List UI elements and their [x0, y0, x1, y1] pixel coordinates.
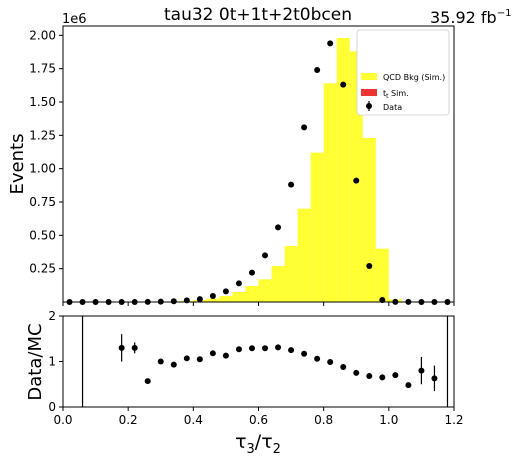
ratio-panel: 0 1 2 0.0 0.2 0.4 0.6 0.8 1.0 1.2 Data/MC τ3/τ2 [25, 309, 464, 457]
data-point [196, 296, 203, 303]
ratio-point [366, 373, 373, 380]
data-point [170, 298, 177, 305]
ratio-plot-area [63, 316, 454, 407]
qcd-bar [297, 208, 311, 302]
legend-ttbar-swatch [361, 89, 377, 96]
luminosity-label: 35.92 fb−1 [430, 8, 511, 27]
qcd-bar [258, 279, 272, 302]
ratio-point [405, 382, 412, 389]
qcd-bar [232, 292, 246, 302]
qcd-bar [284, 246, 298, 302]
ratio-x-tick-label: 1.0 [379, 413, 398, 427]
ratio-point [392, 372, 399, 379]
legend-qcd-swatch [361, 73, 377, 80]
ratio-x-tick-label: 0.2 [119, 413, 138, 427]
main-y-tick-label: 2.00 [29, 28, 56, 42]
ratio-y-ticks: 0 1 2 [48, 309, 63, 414]
chart-title: tau32 0t+1t+2t0bcen [164, 5, 352, 25]
x-axis-label: τ3/τ2 [235, 431, 281, 457]
ratio-point [418, 367, 425, 374]
data-point [262, 252, 269, 259]
ratio-point [288, 347, 295, 354]
ratio-point [235, 346, 242, 353]
data-point [301, 124, 308, 131]
ratio-point [327, 358, 334, 365]
data-point [222, 288, 229, 295]
y-scale-label: 1e6 [62, 12, 87, 27]
ratio-point [183, 355, 190, 362]
data-point [340, 81, 347, 88]
data-point [288, 181, 295, 188]
ratio-point [340, 363, 347, 370]
main-panel: 0.25 0.50 0.75 1.00 1.25 1.50 1.75 2.00 1e6 tau… [7, 5, 511, 306]
legend-qcd-label: QCD Bkg (Sim.) [383, 73, 445, 82]
data-point [366, 263, 373, 269]
ratio-point [314, 355, 321, 362]
data-point [275, 224, 282, 231]
ratio-point [196, 356, 203, 363]
qcd-bar [310, 152, 324, 302]
ratio-point [144, 378, 151, 385]
main-y-tick-label: 1.75 [29, 62, 56, 76]
main-x-ticks [62, 302, 455, 306]
legend: QCD Bkg (Sim.) tt Sim. Data [356, 29, 450, 116]
ratio-x-tick-label: 0.6 [249, 413, 268, 427]
main-y-tick-label: 1.25 [29, 128, 56, 142]
data-point [314, 67, 321, 73]
ratio-y-tick-label: 2 [48, 309, 56, 323]
data-point [248, 269, 255, 276]
ratio-point [301, 350, 308, 357]
y-axis-label: Events [7, 134, 28, 195]
qcd-bar [271, 266, 285, 302]
main-y-tick-label: 1.00 [29, 162, 56, 176]
ratio-point [222, 352, 229, 359]
qcd-bar [323, 83, 337, 302]
ratio-point [248, 345, 255, 352]
ratio-point [170, 361, 177, 368]
ratio-y-tick-label: 1 [48, 355, 56, 369]
ratio-points [118, 344, 438, 389]
data-point [209, 293, 216, 299]
ratio-y-axis-label: Data/MC [25, 323, 46, 400]
ratio-point [131, 344, 138, 351]
qcd-bar [206, 298, 220, 302]
qcd-bar [375, 248, 389, 302]
ratio-x-tick-label: 0.4 [184, 413, 203, 427]
ratio-point [379, 374, 386, 381]
ratio-x-ticks: 0.0 0.2 0.4 0.6 0.8 1.0 1.2 [53, 407, 464, 427]
ratio-point [157, 358, 164, 365]
ratio-point [118, 344, 125, 351]
qcd-bar [219, 296, 233, 302]
data-point [235, 280, 242, 287]
main-y-tick-label: 1.50 [29, 95, 56, 109]
ratio-point [353, 369, 360, 376]
ratio-x-tick-label: 0.8 [314, 413, 333, 427]
qcd-bar [245, 286, 259, 302]
ratio-point [209, 350, 216, 357]
main-y-tick-label: 0.75 [29, 195, 56, 209]
main-y-ticks: 0.25 0.50 0.75 1.00 1.25 1.50 1.75 2.00 [29, 28, 63, 276]
main-y-tick-label: 0.25 [29, 262, 56, 276]
main-y-tick-label: 0.50 [29, 228, 56, 242]
ratio-point [431, 375, 438, 382]
ratio-point [275, 344, 282, 351]
qcd-histogram [154, 38, 415, 303]
ratio-y-tick-label: 0 [48, 400, 56, 414]
legend-data-marker [366, 103, 372, 109]
qcd-bar [336, 38, 350, 302]
legend-ttbar-label: tt Sim. [383, 89, 409, 100]
ratio-x-tick-label: 0.0 [53, 413, 72, 427]
ratio-point [262, 345, 269, 352]
legend-data-label: Data [383, 103, 402, 112]
ratio-x-tick-label: 1.2 [444, 413, 463, 427]
legend-box [356, 29, 450, 116]
qcd-bar [362, 138, 376, 302]
data-point [327, 40, 334, 47]
data-point [353, 177, 360, 184]
